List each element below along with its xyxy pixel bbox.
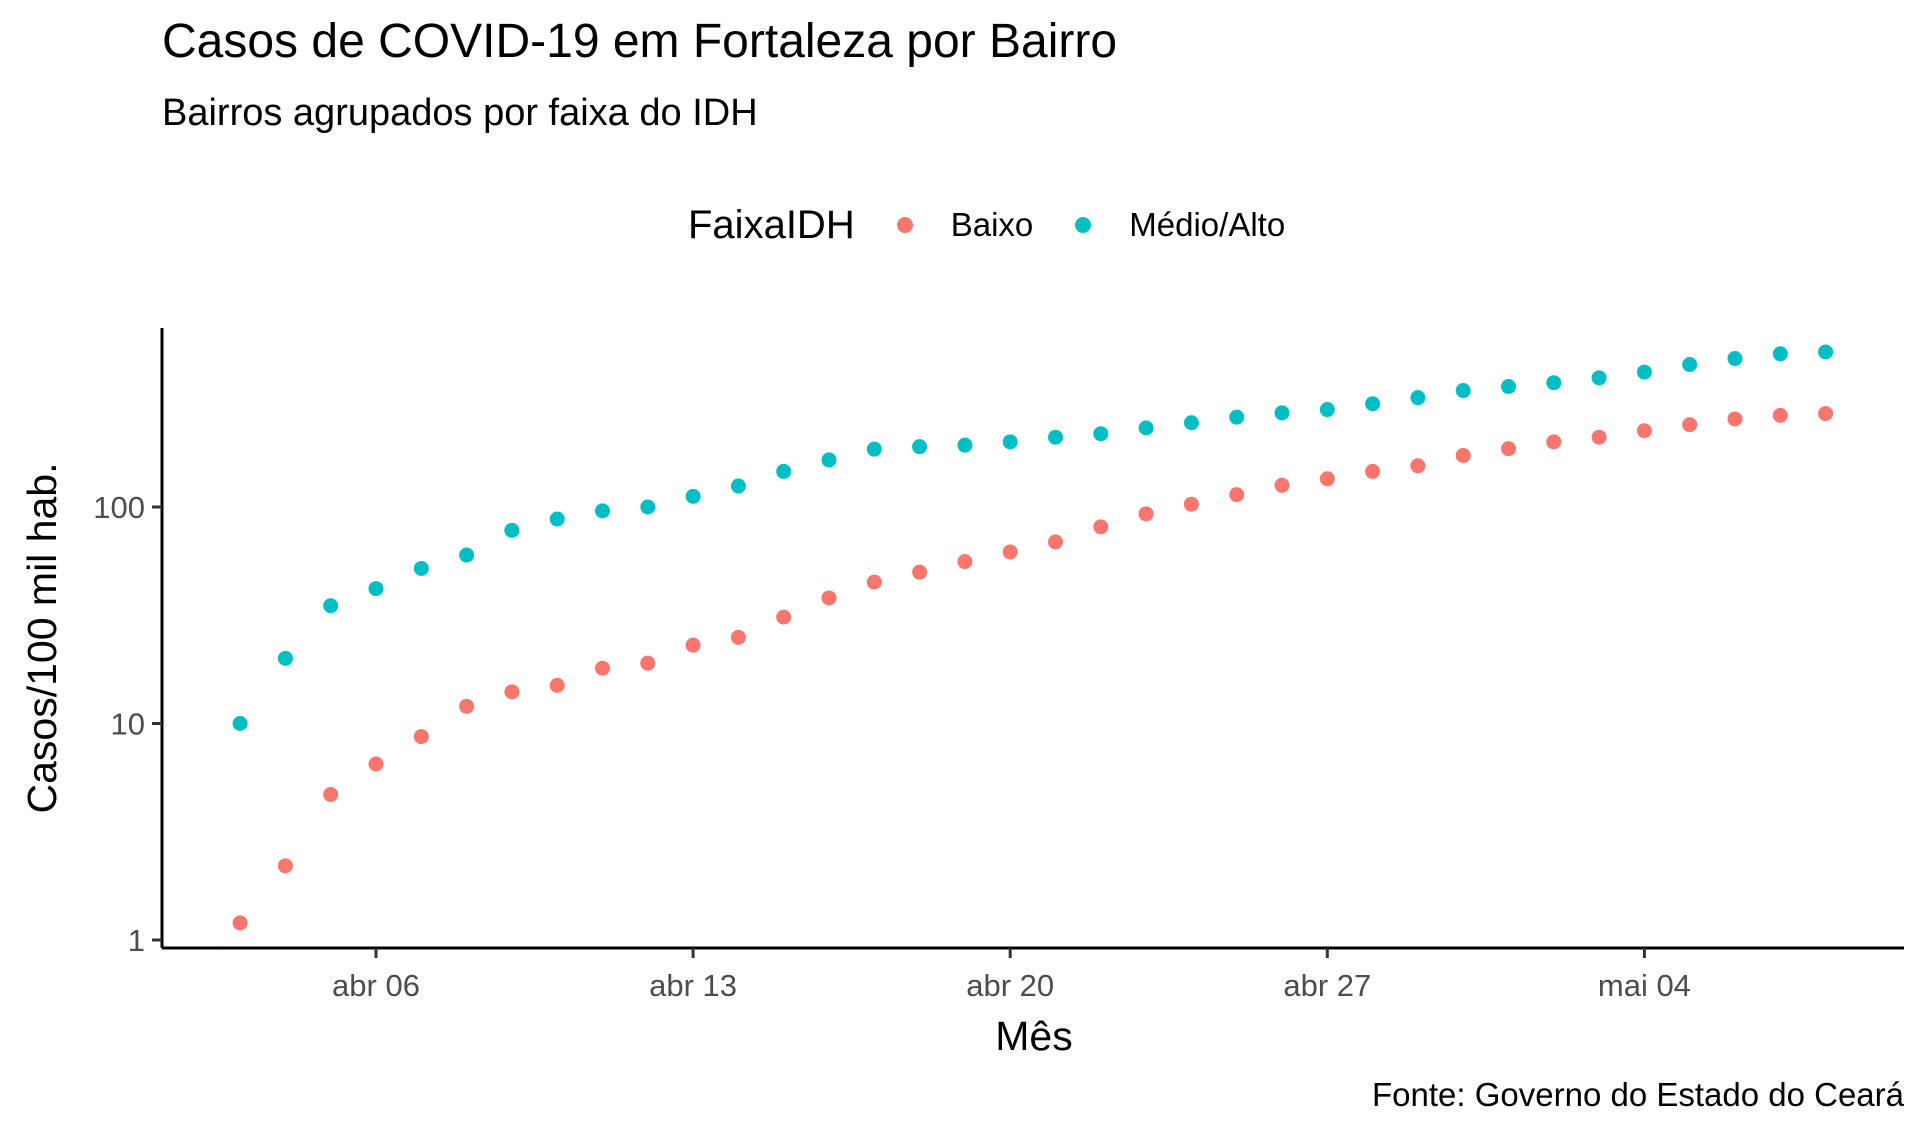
data-points [232,344,1834,931]
point-m-dio-alto [957,437,973,453]
x-tick-label: abr 13 [649,968,737,1003]
point-m-dio-alto [1455,383,1471,399]
point-m-dio-alto [459,547,475,563]
point-m-dio-alto [1591,370,1607,386]
point-m-dio-alto [1048,429,1063,445]
point-baixo [866,574,882,590]
point-m-dio-alto [1138,420,1154,436]
point-m-dio-alto [595,503,610,519]
point-m-dio-alto [1727,351,1743,367]
x-axis-title: Mês [995,1013,1072,1059]
y-tick-label: 10 [111,707,145,742]
point-baixo [1138,506,1154,522]
point-baixo [1093,519,1109,535]
point-m-dio-alto [368,581,384,597]
legend-label-baixo: Baixo [950,206,1034,243]
point-baixo [368,756,384,772]
legend-item-baixo: Baixo [896,206,1034,244]
point-baixo [821,590,837,606]
point-m-dio-alto [1682,357,1698,373]
point-m-dio-alto [1501,379,1516,395]
point-m-dio-alto [1365,396,1381,412]
point-m-dio-alto [1319,402,1335,418]
y-tick-label: 100 [93,490,145,525]
point-m-dio-alto [1183,415,1199,431]
point-baixo [1229,487,1245,503]
point-baixo [1591,429,1607,445]
point-m-dio-alto [730,478,746,494]
legend-swatch-medio-alto [1075,217,1092,233]
point-baixo [1818,406,1834,422]
legend-title: FaixaIDH [688,202,855,247]
point-baixo [685,637,701,653]
point-baixo [1002,544,1018,560]
point-baixo [459,698,475,714]
legend-item-medio-alto: Médio/Alto [1075,206,1285,244]
point-baixo [595,660,610,676]
point-baixo [640,655,656,671]
point-baixo [1636,423,1652,439]
point-m-dio-alto [232,716,248,731]
y-tick-label: 1 [128,923,145,958]
x-ticks: abr 06 abr 13 abr 20 abr 27 mai 04 [332,948,1691,1003]
point-m-dio-alto [1772,346,1788,362]
x-tick-label: abr 27 [1283,968,1371,1003]
point-baixo [1365,463,1381,479]
legend-label-medio-alto: Médio/Alto [1129,206,1286,243]
point-m-dio-alto [1002,434,1018,450]
legend-swatch-baixo [896,217,913,233]
point-m-dio-alto [821,452,837,468]
point-baixo [277,858,293,874]
point-m-dio-alto [1410,390,1426,406]
point-baixo [323,786,339,802]
chart-subtitle: Bairros agrupados por faixa do IDH [162,92,758,134]
point-baixo [912,564,928,580]
point-m-dio-alto [413,560,429,576]
point-baixo [1319,471,1335,487]
point-baixo [957,554,973,570]
point-baixo [1727,411,1743,427]
point-m-dio-alto [1093,426,1109,442]
x-tick-label: abr 06 [332,968,420,1003]
point-baixo [1183,496,1199,512]
point-m-dio-alto [1274,405,1290,421]
y-axis-title: Casos/100 mil hab. [19,463,65,814]
point-m-dio-alto [323,598,339,614]
point-m-dio-alto [912,439,928,455]
point-baixo [413,729,429,745]
x-tick-label: mai 04 [1598,968,1691,1003]
chart-title: Casos de COVID-19 em Fortaleza por Bairr… [162,15,1118,68]
point-baixo [1455,447,1471,463]
point-m-dio-alto [640,499,656,515]
point-baixo [1546,434,1562,450]
point-baixo [232,915,248,931]
point-baixo [1274,477,1290,493]
point-m-dio-alto [1229,409,1245,425]
point-m-dio-alto [1546,375,1562,391]
legend: FaixaIDH Baixo Médio/Alto [688,200,1327,250]
point-m-dio-alto [277,650,293,666]
point-baixo [504,684,520,700]
point-m-dio-alto [549,511,565,527]
point-m-dio-alto [866,441,882,457]
point-baixo [1410,458,1426,474]
point-baixo [549,677,565,693]
point-m-dio-alto [1818,344,1834,360]
point-baixo [1682,417,1698,433]
axes [160,328,1904,950]
point-baixo [776,609,792,625]
point-m-dio-alto [1636,364,1652,380]
point-baixo [1501,441,1516,457]
y-ticks: 1 10 100 [93,490,162,958]
chart-caption: Fonte: Governo do Estado do Ceará [1372,1076,1904,1113]
point-m-dio-alto [504,522,520,538]
point-baixo [730,629,746,645]
x-tick-label: abr 20 [966,968,1054,1003]
point-baixo [1048,534,1063,550]
point-m-dio-alto [685,488,701,504]
point-baixo [1772,407,1788,423]
point-m-dio-alto [776,463,792,479]
